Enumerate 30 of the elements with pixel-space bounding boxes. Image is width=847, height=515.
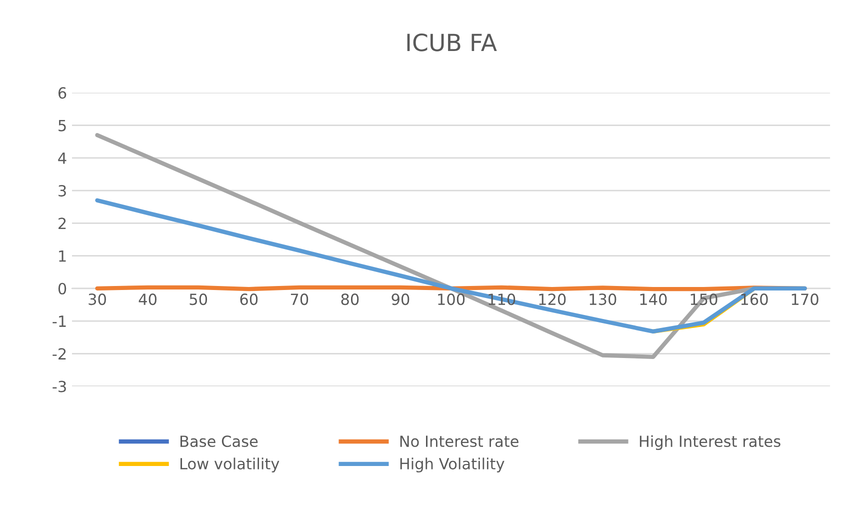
x-tick-label: 90	[392, 294, 410, 306]
legend-label: Base Case	[180, 435, 258, 448]
x-tick-label: 60	[240, 294, 258, 306]
y-tick-label: -2	[52, 348, 66, 360]
legend-label: High Interest rates	[640, 435, 780, 450]
x-tick-label: 30	[88, 294, 106, 306]
legend-label: No Interest rate	[400, 436, 518, 448]
x-tick-label: 80	[341, 294, 359, 306]
x-tick-label: 70	[290, 294, 308, 306]
chart-title: ICUB FA	[407, 34, 497, 52]
x-tick-label: 120	[539, 294, 566, 306]
y-tick-label: -3	[52, 380, 66, 392]
y-tick-label: -1	[52, 316, 66, 327]
x-tick-label: 150	[690, 294, 718, 306]
legend-label: Low volatility	[180, 458, 280, 472]
x-tick-label: 50	[190, 294, 208, 306]
y-tick-label: 4	[58, 152, 66, 164]
y-tick-label: 0	[58, 282, 66, 294]
y-tick-label: 6	[58, 87, 66, 99]
x-tick-label: 160	[741, 294, 768, 306]
y-tick-label: 1	[59, 250, 66, 262]
y-tick-label: 2	[58, 218, 66, 229]
x-tick-label: 140	[640, 294, 667, 306]
y-tick-label: 3	[58, 185, 66, 197]
x-tick-label: 170	[792, 294, 818, 306]
legend-label: High Volatility	[400, 458, 504, 472]
x-tick-label: 130	[590, 294, 616, 306]
x-tick-label: 100	[438, 294, 465, 306]
x-tick-label: 40	[138, 294, 157, 306]
y-tick-label: 5	[58, 120, 66, 132]
